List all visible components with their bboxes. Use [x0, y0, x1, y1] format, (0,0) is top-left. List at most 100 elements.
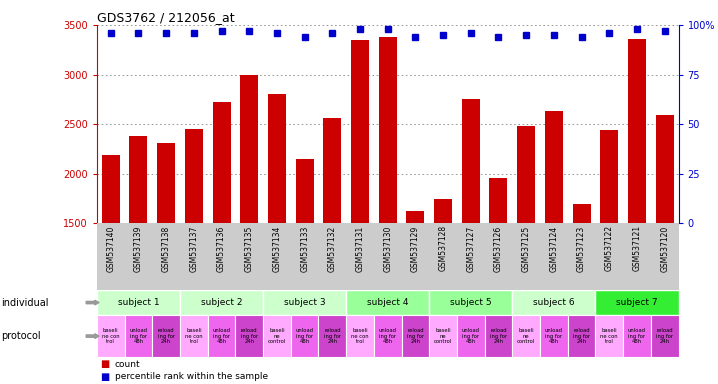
Text: GSM537136: GSM537136: [217, 225, 226, 271]
Text: GSM537126: GSM537126: [494, 225, 503, 271]
Text: baseli
ne con
trol: baseli ne con trol: [600, 328, 618, 344]
Text: unload
ing for
48h: unload ing for 48h: [545, 328, 563, 344]
Text: GSM537131: GSM537131: [355, 225, 365, 271]
Bar: [540, 316, 568, 357]
Text: GSM537120: GSM537120: [660, 225, 669, 271]
Bar: [623, 316, 651, 357]
Bar: [319, 316, 346, 357]
Text: baseli
ne
control: baseli ne control: [268, 328, 286, 344]
Bar: [595, 290, 679, 315]
Text: percentile rank within the sample: percentile rank within the sample: [115, 372, 268, 381]
Text: reload
ing for
24h: reload ing for 24h: [490, 328, 507, 344]
Text: GSM537123: GSM537123: [577, 225, 586, 271]
Text: protocol: protocol: [1, 331, 41, 341]
Text: GSM537122: GSM537122: [605, 225, 614, 271]
Text: reload
ing for
24h: reload ing for 24h: [656, 328, 673, 344]
Text: reload
ing for
24h: reload ing for 24h: [573, 328, 590, 344]
Bar: [268, 94, 286, 223]
Text: GSM537127: GSM537127: [466, 225, 475, 271]
Bar: [346, 316, 374, 357]
Bar: [485, 316, 513, 357]
Bar: [323, 118, 341, 223]
Bar: [457, 316, 485, 357]
Text: subject 4: subject 4: [367, 298, 409, 307]
Text: unload
ing for
48h: unload ing for 48h: [296, 328, 314, 344]
Bar: [651, 316, 679, 357]
Bar: [241, 74, 258, 223]
Bar: [180, 290, 263, 315]
Bar: [263, 316, 291, 357]
Text: unload
ing for
48h: unload ing for 48h: [378, 328, 397, 344]
Bar: [513, 316, 540, 357]
Text: GSM537134: GSM537134: [272, 225, 281, 271]
Bar: [97, 290, 180, 315]
Text: subject 5: subject 5: [450, 298, 492, 307]
Bar: [374, 316, 401, 357]
Bar: [236, 316, 263, 357]
Text: reload
ing for
24h: reload ing for 24h: [241, 328, 258, 344]
Text: unload
ing for
48h: unload ing for 48h: [462, 328, 480, 344]
Text: GSM537128: GSM537128: [439, 225, 447, 271]
Bar: [97, 316, 125, 357]
Text: ■: ■: [101, 372, 110, 382]
Bar: [572, 204, 591, 223]
Bar: [434, 200, 452, 223]
Text: baseli
ne con
trol: baseli ne con trol: [102, 328, 120, 344]
Bar: [378, 37, 397, 223]
Text: subject 2: subject 2: [201, 298, 242, 307]
Bar: [406, 212, 424, 223]
Text: reload
ing for
24h: reload ing for 24h: [407, 328, 424, 344]
Bar: [296, 159, 314, 223]
Bar: [517, 126, 535, 223]
Bar: [490, 178, 508, 223]
Bar: [568, 316, 595, 357]
Bar: [263, 290, 346, 315]
Text: subject 6: subject 6: [533, 298, 574, 307]
Text: baseli
ne con
trol: baseli ne con trol: [351, 328, 369, 344]
Text: GSM537133: GSM537133: [300, 225, 309, 271]
Text: baseli
ne
control: baseli ne control: [434, 328, 452, 344]
Bar: [185, 129, 203, 223]
Text: GSM537140: GSM537140: [106, 225, 116, 271]
Bar: [462, 99, 480, 223]
Bar: [157, 143, 175, 223]
Text: reload
ing for
24h: reload ing for 24h: [158, 328, 174, 344]
Text: unload
ing for
48h: unload ing for 48h: [213, 328, 230, 344]
Bar: [208, 316, 236, 357]
Bar: [600, 130, 618, 223]
Text: baseli
ne con
trol: baseli ne con trol: [185, 328, 202, 344]
Bar: [152, 316, 180, 357]
Bar: [102, 155, 120, 223]
Bar: [129, 136, 147, 223]
Text: unload
ing for
48h: unload ing for 48h: [129, 328, 147, 344]
Text: subject 1: subject 1: [118, 298, 159, 307]
Text: baseli
ne
control: baseli ne control: [517, 328, 536, 344]
Text: GSM537135: GSM537135: [245, 225, 253, 271]
Text: GSM537132: GSM537132: [328, 225, 337, 271]
Bar: [401, 316, 429, 357]
Text: GSM537125: GSM537125: [522, 225, 531, 271]
Text: subject 7: subject 7: [616, 298, 658, 307]
Bar: [291, 316, 319, 357]
Text: GSM537137: GSM537137: [190, 225, 198, 271]
Bar: [180, 316, 208, 357]
Bar: [429, 290, 513, 315]
Text: unload
ing for
48h: unload ing for 48h: [628, 328, 646, 344]
Text: GSM537129: GSM537129: [411, 225, 420, 271]
Text: GSM537121: GSM537121: [633, 225, 641, 271]
Bar: [545, 111, 563, 223]
Bar: [351, 40, 369, 223]
Text: GSM537130: GSM537130: [383, 225, 392, 271]
Text: GSM537139: GSM537139: [134, 225, 143, 271]
Text: individual: individual: [1, 298, 49, 308]
Bar: [656, 115, 673, 223]
Bar: [213, 102, 230, 223]
Text: GSM537138: GSM537138: [162, 225, 171, 271]
Bar: [346, 290, 429, 315]
Text: reload
ing for
24h: reload ing for 24h: [324, 328, 341, 344]
Bar: [595, 316, 623, 357]
Text: GDS3762 / 212056_at: GDS3762 / 212056_at: [97, 11, 235, 24]
Bar: [125, 316, 152, 357]
Text: ■: ■: [101, 359, 110, 369]
Text: subject 3: subject 3: [284, 298, 325, 307]
